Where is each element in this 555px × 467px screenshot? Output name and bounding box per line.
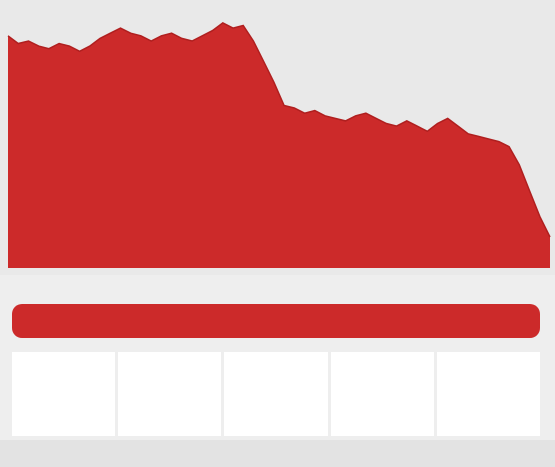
area-series-outline [7,22,551,238]
table-header-bar [12,304,540,338]
stat-callout-2 [272,146,412,160]
chart-panel [7,8,551,269]
area-series [8,22,550,269]
table-cell [12,352,116,436]
footer [0,440,555,467]
table-cell [224,352,328,436]
stat-callout-1 [28,146,208,160]
table-cell [330,352,434,436]
table-cell [436,352,541,436]
table-body [12,352,541,436]
area-chart [7,22,551,269]
headline-block [291,8,541,18]
table-cell [118,352,222,436]
